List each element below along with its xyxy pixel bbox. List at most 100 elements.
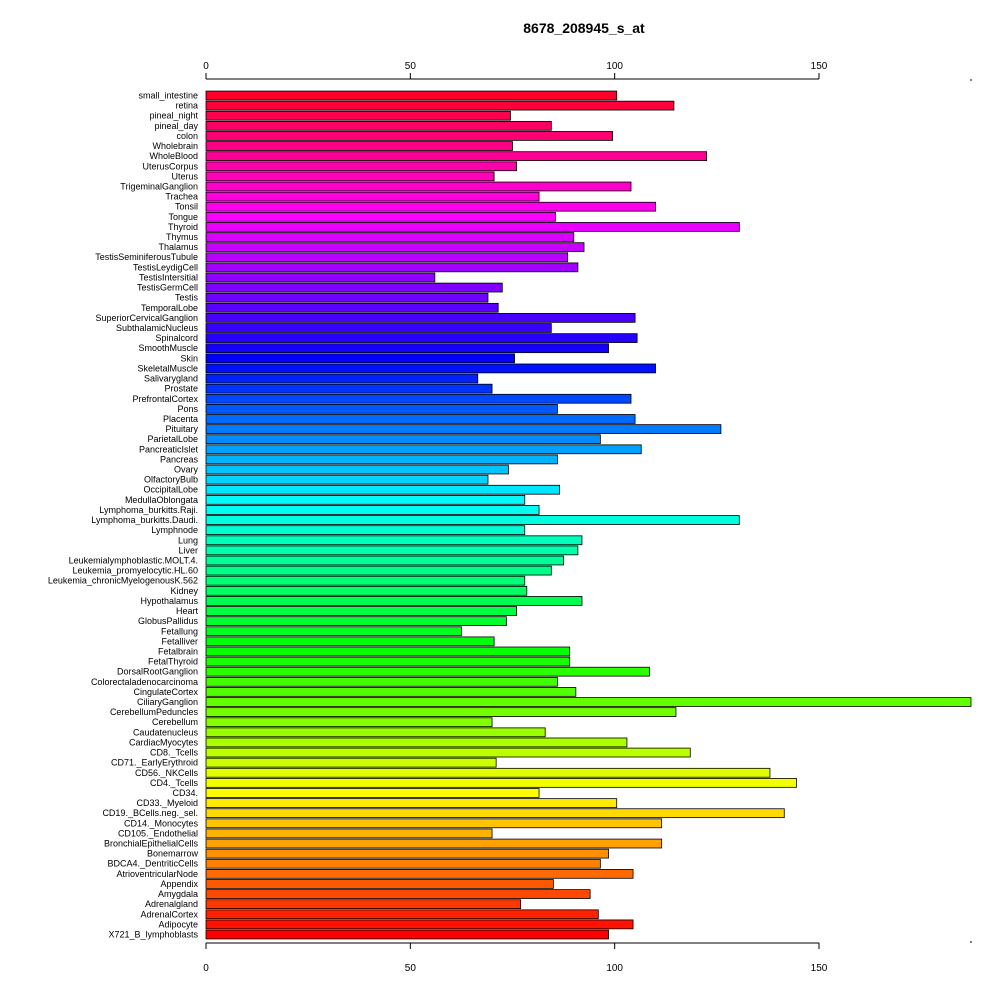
bar-CD33._Myeloid	[205, 798, 618, 808]
bar-SkeletalMuscle	[205, 363, 656, 374]
category-label-Wholebrain: Wholebrain	[152, 141, 198, 151]
category-label-PancreaticIslet: PancreaticIslet	[139, 444, 199, 454]
bar-Lymphoma_burkitts.Raji.	[205, 505, 540, 515]
x-tick-label-top-150: 150	[811, 61, 828, 72]
bar-GlobusPallidus	[205, 616, 507, 626]
bar-TemporalLobe	[205, 302, 499, 313]
category-label-Hypothalamus: Hypothalamus	[140, 596, 198, 606]
bar-Fetalliver	[205, 636, 495, 647]
category-label-Thalamus: Thalamus	[158, 242, 198, 252]
bar-X721_B_lymphoblasts	[205, 929, 609, 940]
x-tick-label-bottom-150: 150	[811, 963, 828, 974]
bar-ParietalLobe	[205, 434, 601, 445]
x-tick-label-bottom-50: 50	[405, 963, 417, 974]
category-label-Salivarygland: Salivarygland	[144, 374, 198, 384]
bar-Leukemialymphoblastic.MOLT.4.	[205, 555, 564, 566]
bar-Liver	[205, 545, 579, 556]
bar-UterusCorpus	[205, 161, 517, 172]
category-label-small_intestine: small_intestine	[138, 91, 198, 101]
bar-retina	[205, 100, 675, 111]
category-label-Adrenalgland: Adrenalgland	[145, 899, 198, 909]
bar-TestisIntersitial	[205, 272, 436, 283]
category-label-CD19._BCells.neg._sel.: CD19._BCells.neg._sel.	[102, 808, 198, 818]
bar-CD34.	[205, 788, 540, 798]
category-label-Pancreas: Pancreas	[160, 454, 199, 464]
category-label-BronchialEpithelialCells: BronchialEpithelialCells	[104, 839, 199, 849]
bar-PrefrontalCortex	[205, 393, 632, 404]
category-label-OccipitalLobe: OccipitalLobe	[143, 485, 198, 495]
category-label-Caudatenucleus: Caudatenucleus	[133, 727, 199, 737]
category-label-CD105._Endothelial: CD105._Endothelial	[118, 828, 198, 838]
category-label-Adipocyte: Adipocyte	[158, 919, 198, 929]
category-label-TestisGermCell: TestisGermCell	[137, 283, 198, 293]
category-label-Placenta: Placenta	[163, 414, 198, 424]
bar-Fetallung	[205, 626, 462, 637]
category-label-Pituitary: Pituitary	[165, 424, 198, 434]
bar-Salivarygland	[205, 373, 479, 384]
category-label-SmoothMuscle: SmoothMuscle	[138, 343, 198, 353]
category-label-DorsalRootGanglion: DorsalRootGanglion	[117, 667, 198, 677]
category-label-TemporalLobe: TemporalLobe	[141, 303, 198, 313]
bar-AdrenalCortex	[205, 909, 599, 920]
category-label-UterusCorpus: UterusCorpus	[142, 161, 198, 171]
category-label-CerebellumPeduncles: CerebellumPeduncles	[110, 707, 199, 717]
category-label-SkeletalMuscle: SkeletalMuscle	[137, 363, 198, 373]
category-label-Uterus: Uterus	[171, 171, 198, 181]
bar-TrigeminalGanglion	[205, 181, 632, 192]
category-label-CD14._Monocytes: CD14._Monocytes	[124, 818, 199, 828]
bar-Placenta	[205, 414, 636, 424]
bar-Pituitary	[205, 424, 722, 434]
bar-small_intestine	[205, 90, 618, 101]
category-label-WholeBlood: WholeBlood	[149, 151, 198, 161]
category-label-CD33._Myeloid: CD33._Myeloid	[136, 798, 198, 808]
category-label-CD34.: CD34.	[172, 788, 198, 798]
bar-Tonsil	[205, 201, 656, 212]
bar-Kidney	[205, 585, 528, 596]
category-label-AdrenalCortex: AdrenalCortex	[140, 909, 198, 919]
category-label-Trachea: Trachea	[165, 192, 198, 202]
bar-CD14._Monocytes	[205, 818, 663, 829]
bar-TestisGermCell	[205, 282, 503, 293]
bar-colon	[205, 131, 614, 141]
bar-Fetalbrain	[205, 646, 571, 657]
category-label-TestisIntersitial: TestisIntersitial	[139, 272, 198, 282]
category-label-Fetallung: Fetallung	[161, 626, 198, 636]
category-label-Prostate: Prostate	[164, 384, 198, 394]
chart-title: 8678_208945_s_at	[523, 20, 645, 36]
bar-OlfactoryBulb	[205, 474, 489, 485]
bar-CD71._EarlyErythroid	[205, 757, 497, 768]
category-label-X721_B_lymphoblasts: X721_B_lymphoblasts	[108, 930, 198, 940]
category-label-CD8._Tcells: CD8._Tcells	[150, 748, 199, 758]
bar-OccipitalLobe	[205, 484, 560, 495]
bar-Caudatenucleus	[205, 727, 546, 738]
category-label-CD56._NKCells: CD56._NKCells	[135, 768, 199, 778]
category-label-Thyroid: Thyroid	[168, 222, 198, 232]
x-tick-label-bottom-100: 100	[606, 963, 623, 974]
category-label-TestisSeminiferousTubule: TestisSeminiferousTubule	[95, 252, 198, 262]
category-label-Leukemia_chronicMyelogenousK.562: Leukemia_chronicMyelogenousK.562	[48, 576, 198, 586]
bar-AtrioventricularNode	[205, 869, 634, 879]
category-label-SubthalamicNucleus: SubthalamicNucleus	[116, 323, 199, 333]
bar-FetalThyroid	[205, 656, 571, 667]
bar-WholeBlood	[205, 151, 708, 161]
bar-Lymphoma_burkitts.Daudi.	[205, 515, 740, 525]
bar-Adrenalgland	[205, 899, 522, 910]
category-label-ParietalLobe: ParietalLobe	[147, 434, 198, 444]
bar-Wholebrain	[205, 141, 513, 151]
bar-Bonemarrow	[205, 848, 609, 859]
bar-Lung	[205, 535, 583, 546]
category-label-TrigeminalGanglion: TrigeminalGanglion	[120, 181, 198, 191]
bar-pineal_night	[205, 110, 511, 121]
category-label-CingulateCortex: CingulateCortex	[133, 687, 198, 697]
category-label-colon: colon	[176, 131, 198, 141]
bar-SuperiorCervicalGanglion	[205, 313, 636, 323]
bar-CD56._NKCells	[205, 767, 771, 778]
bar-Thymus	[205, 232, 575, 242]
bar-Thyroid	[205, 222, 740, 232]
category-label-Amygdala: Amygdala	[158, 889, 198, 899]
bar-CardiacMyocytes	[205, 737, 628, 748]
category-label-Testis: Testis	[175, 293, 199, 303]
category-label-FetalThyroid: FetalThyroid	[148, 657, 198, 667]
category-label-Colorectaladenocarcinoma: Colorectaladenocarcinoma	[91, 677, 198, 687]
